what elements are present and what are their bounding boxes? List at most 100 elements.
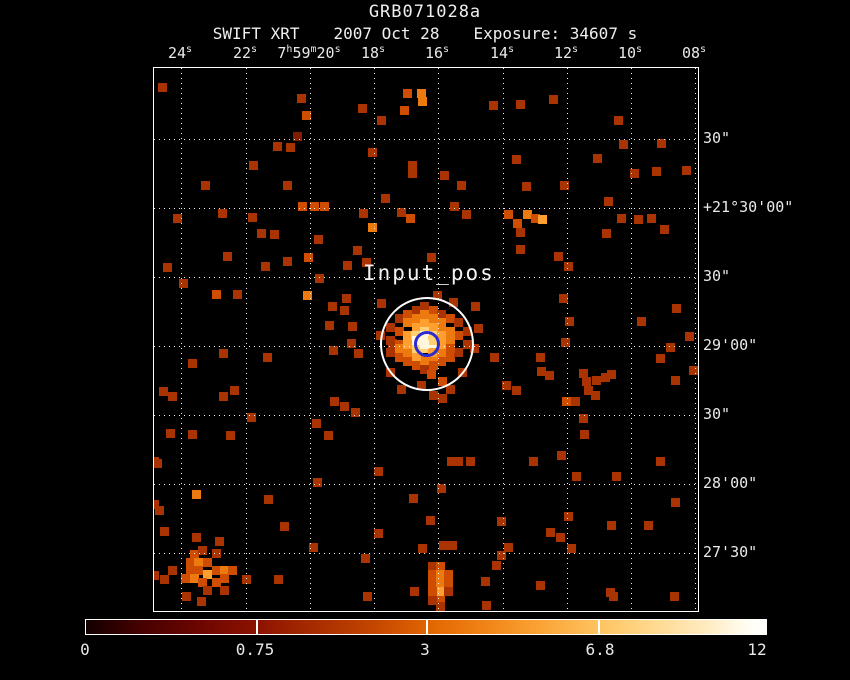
- count-pixel: [166, 429, 175, 438]
- count-pixel: [304, 253, 313, 262]
- count-pixel: [173, 214, 182, 223]
- count-pixel: [466, 457, 475, 466]
- count-pixel: [516, 245, 525, 254]
- ra-unit-superscript: h: [286, 44, 293, 55]
- count-pixel: [428, 562, 437, 571]
- count-pixel: [361, 554, 370, 563]
- count-pixel: [201, 181, 210, 190]
- ra-tick-text: 22: [232, 44, 252, 62]
- count-pixel: [564, 512, 573, 521]
- count-pixel: [481, 577, 490, 586]
- count-pixel: [572, 472, 581, 481]
- colorbar-tick-label: 3: [420, 640, 430, 659]
- ra-tick-text: 59: [292, 44, 311, 62]
- count-pixel: [579, 414, 588, 423]
- ra-tick-text: 14: [489, 44, 509, 62]
- ra-tick-text: 7: [277, 44, 287, 62]
- ra-unit-superscript: s: [700, 44, 707, 55]
- ra-tick-label: 16s: [425, 44, 449, 62]
- count-pixel: [220, 574, 229, 583]
- count-pixel: [579, 369, 588, 378]
- count-pixel: [212, 566, 221, 575]
- count-pixel: [219, 392, 228, 401]
- count-pixel: [513, 219, 522, 228]
- count-pixel: [617, 214, 626, 223]
- count-pixel: [671, 376, 680, 385]
- count-pixel: [342, 294, 351, 303]
- ra-tick-label: 08s: [682, 44, 706, 62]
- ra-tick-text: 12: [553, 44, 573, 62]
- count-pixel: [560, 181, 569, 190]
- dec-tick-label: 30": [703, 129, 731, 147]
- count-pixel: [158, 83, 167, 92]
- count-pixel: [363, 592, 372, 601]
- count-pixel: [614, 116, 623, 125]
- count-pixel: [546, 528, 555, 537]
- date-label: 2007 Oct 28: [333, 24, 440, 43]
- count-pixel: [286, 143, 295, 152]
- count-pixel: [188, 359, 197, 368]
- count-pixel: [490, 353, 499, 362]
- count-pixel: [226, 431, 235, 440]
- count-pixel: [368, 148, 377, 157]
- count-pixel: [154, 500, 159, 509]
- count-pixel: [347, 339, 356, 348]
- count-pixel: [436, 570, 445, 579]
- count-pixel: [536, 581, 545, 590]
- count-pixel: [160, 575, 169, 584]
- count-pixel: [406, 214, 415, 223]
- count-pixel: [354, 349, 363, 358]
- count-pixel: [220, 566, 229, 575]
- count-pixel: [427, 253, 436, 262]
- page-title: GRB071028a: [368, 2, 482, 22]
- count-pixel: [219, 349, 228, 358]
- count-pixel: [368, 223, 377, 232]
- count-pixel: [601, 373, 610, 382]
- count-pixel: [557, 451, 566, 460]
- grid-line-horizontal: [154, 484, 698, 485]
- count-pixel: [340, 402, 349, 411]
- ra-unit-superscript: s: [572, 44, 579, 55]
- count-pixel: [449, 298, 458, 307]
- count-pixel: [656, 354, 665, 363]
- count-pixel: [283, 257, 292, 266]
- count-pixel: [186, 558, 195, 567]
- count-pixel: [263, 353, 272, 362]
- exposure-label: Exposure: 34607 s: [473, 24, 638, 43]
- count-pixel: [312, 419, 321, 428]
- count-pixel: [571, 397, 580, 406]
- count-pixel: [192, 533, 201, 542]
- count-pixel: [536, 353, 545, 362]
- count-pixel: [190, 550, 199, 559]
- grid-line-vertical: [567, 68, 568, 611]
- count-pixel: [497, 551, 506, 560]
- count-pixel: [682, 166, 691, 175]
- count-pixel: [529, 457, 538, 466]
- count-pixel: [471, 302, 480, 311]
- count-pixel: [604, 197, 613, 206]
- count-pixel: [198, 578, 207, 587]
- count-pixel: [439, 541, 448, 550]
- count-pixel: [249, 161, 258, 170]
- count-pixel: [545, 371, 554, 380]
- ra-tick-text: 08: [681, 44, 701, 62]
- count-pixel: [194, 558, 203, 567]
- count-pixel: [426, 516, 435, 525]
- count-pixel: [340, 306, 349, 315]
- count-pixel: [186, 566, 195, 575]
- dec-tick-label: 30": [703, 267, 731, 285]
- count-pixel: [444, 587, 453, 596]
- count-pixel: [362, 258, 371, 267]
- count-pixel: [438, 394, 447, 403]
- count-pixel: [273, 142, 282, 151]
- count-pixel: [549, 95, 558, 104]
- count-pixel: [400, 106, 409, 115]
- count-pixel: [619, 140, 628, 149]
- dec-tick-label: 27'30": [703, 543, 758, 561]
- count-pixel: [634, 215, 643, 224]
- count-pixel: [482, 601, 491, 610]
- count-pixel: [609, 592, 618, 601]
- ra-unit-superscript: s: [379, 44, 386, 55]
- count-pixel: [671, 498, 680, 507]
